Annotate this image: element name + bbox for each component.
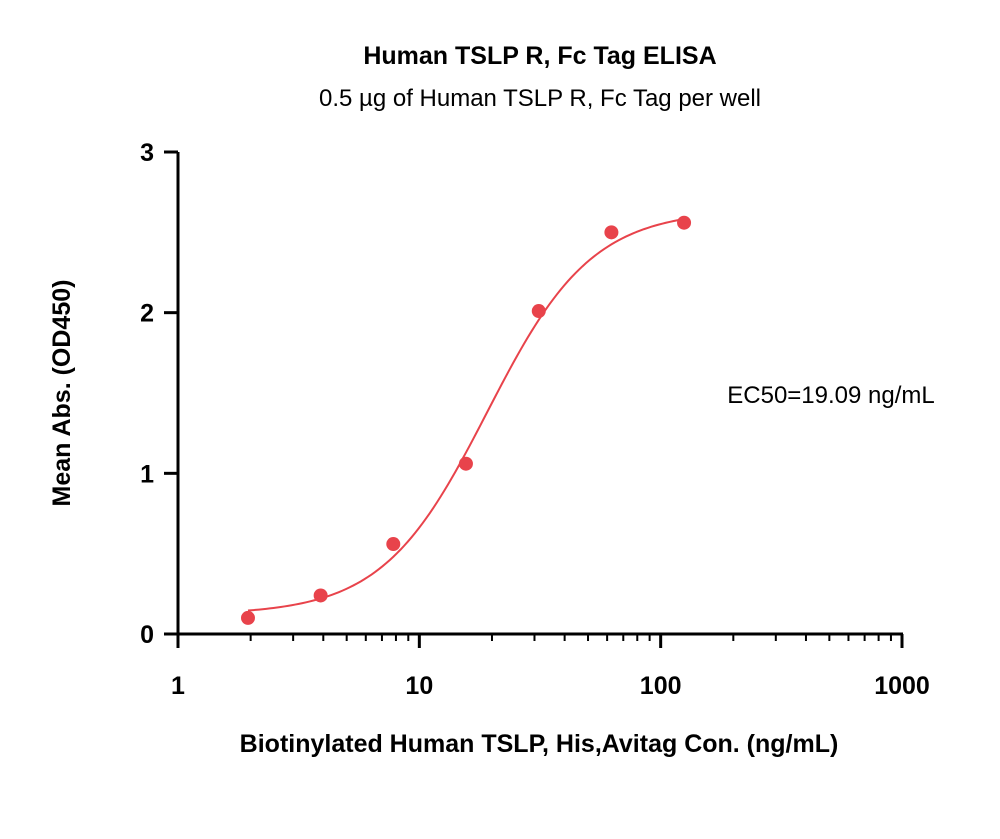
- y-tick-label: 2: [140, 300, 154, 328]
- data-point: [458, 456, 473, 471]
- y-tick-label: 1: [140, 460, 154, 488]
- ec50-annotation: EC50=19.09 ng/mL: [727, 382, 934, 409]
- data-point: [386, 537, 401, 552]
- x-tick-label: 1000: [874, 672, 930, 700]
- fit-curve: [247, 218, 685, 612]
- x-tick-label: 1: [171, 672, 185, 700]
- y-tick-label: 0: [140, 621, 154, 649]
- data-point: [604, 225, 619, 240]
- data-point: [677, 215, 692, 230]
- x-axis-title: Biotinylated Human TSLP, His,Avitag Con.…: [240, 730, 839, 758]
- data-point: [531, 304, 546, 319]
- x-tick-label: 10: [405, 672, 433, 700]
- y-axis-title: Mean Abs. (OD450): [48, 280, 76, 507]
- y-tick-label: 3: [140, 139, 154, 167]
- data-point: [313, 588, 328, 603]
- chart-title: Human TSLP R, Fc Tag ELISA: [363, 42, 716, 70]
- data-point: [240, 610, 255, 625]
- chart-subtitle: 0.5 µg of Human TSLP R, Fc Tag per well: [319, 85, 761, 112]
- x-tick-label: 100: [640, 672, 682, 700]
